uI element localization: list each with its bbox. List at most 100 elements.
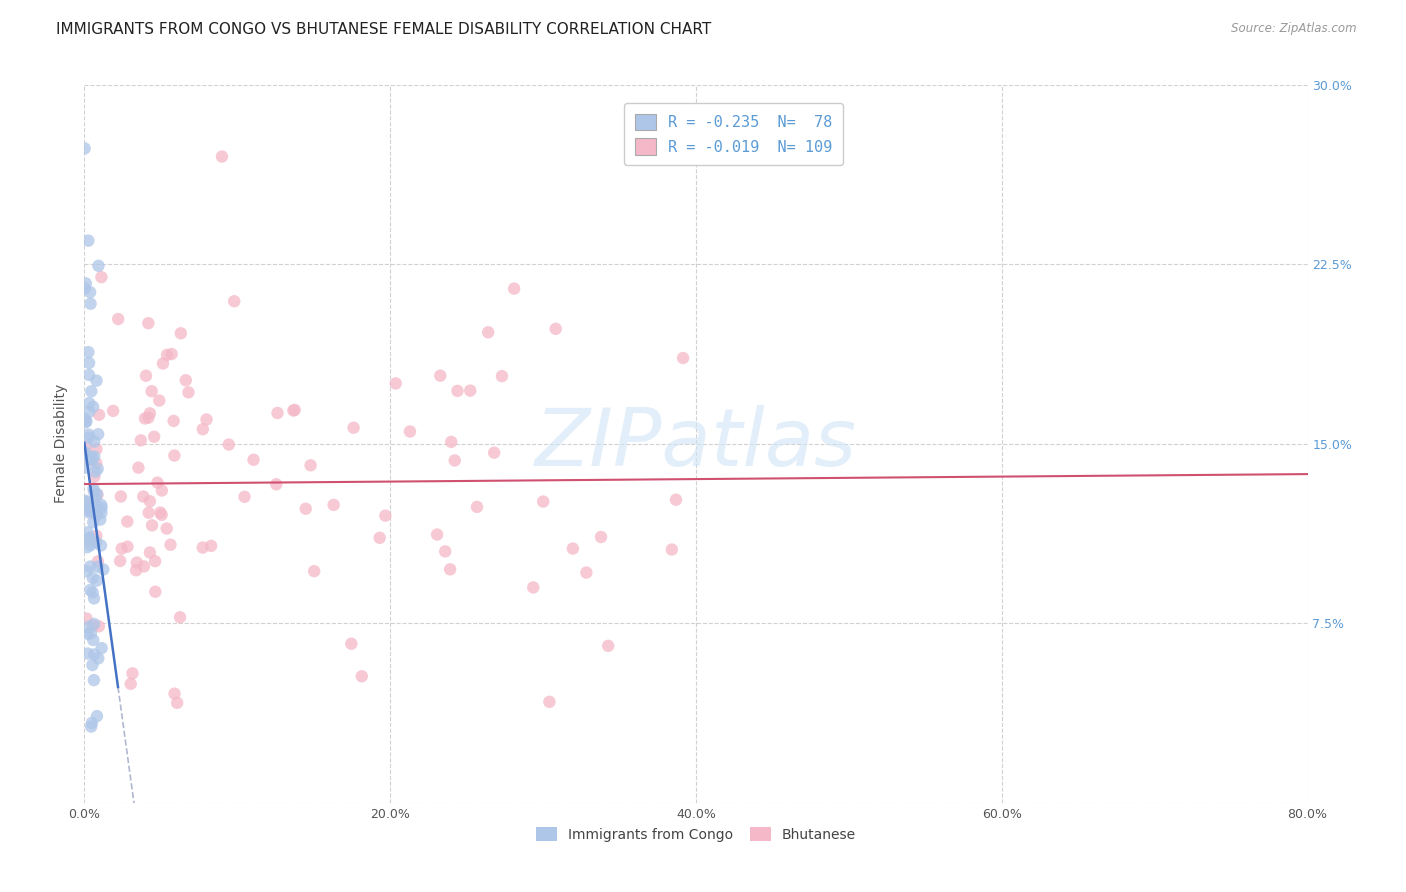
Point (75, 439, 97, 453)
Point (439, 562, 461, 576)
Point (544, 322, 567, 336)
Point (76, 611, 98, 625)
Point (266, 477, 288, 491)
Point (177, 385, 200, 400)
Point (159, 538, 181, 552)
Point (169, 610, 191, 624)
Point (139, 494, 162, 508)
Point (75, 415, 97, 429)
Point (87, 427, 110, 442)
Point (111, 541, 134, 556)
Point (163, 449, 186, 463)
Point (242, 452, 264, 467)
Point (465, 500, 488, 514)
Point (75, 493, 97, 508)
Point (342, 421, 364, 435)
Point (80, 450, 103, 464)
Point (79, 452, 101, 467)
Point (108, 554, 131, 568)
Point (77, 431, 100, 445)
Point (150, 508, 173, 522)
Point (76, 627, 98, 641)
Point (75, 412, 97, 426)
Point (87, 259, 110, 273)
Point (83, 617, 105, 632)
Point (101, 404, 124, 418)
Point (531, 494, 554, 508)
Point (661, 542, 683, 557)
Point (73, 460, 96, 475)
Point (224, 294, 246, 309)
Point (200, 539, 222, 553)
Point (79, 559, 101, 574)
Point (191, 541, 214, 555)
Point (79, 538, 101, 552)
Point (148, 393, 170, 408)
Point (152, 357, 174, 371)
Point (77, 234, 100, 248)
Point (83, 673, 105, 687)
Point (82, 516, 104, 530)
Point (90, 506, 112, 520)
Point (90, 538, 112, 552)
Point (77, 368, 100, 382)
Point (87, 619, 110, 633)
Point (86, 709, 108, 723)
Point (79, 504, 101, 518)
Point (129, 434, 152, 448)
Point (82, 400, 104, 414)
Point (350, 669, 373, 683)
Point (477, 326, 499, 340)
Point (77, 620, 100, 634)
Point (90, 641, 112, 656)
Text: IMMIGRANTS FROM CONGO VS BHUTANESE FEMALE DISABILITY CORRELATION CHART: IMMIGRANTS FROM CONGO VS BHUTANESE FEMAL… (56, 22, 711, 37)
Point (132, 559, 155, 574)
Point (283, 403, 305, 417)
Point (80, 626, 103, 640)
Point (233, 490, 256, 504)
Point (83, 591, 105, 606)
Point (82, 585, 104, 599)
Point (79, 531, 101, 545)
Point (80, 720, 103, 734)
Point (80, 533, 103, 548)
Point (82, 658, 104, 673)
Point (89, 513, 111, 527)
Point (294, 501, 316, 516)
Point (446, 384, 468, 398)
Point (322, 498, 344, 512)
Point (91, 562, 114, 576)
Point (127, 460, 149, 475)
Point (482, 446, 505, 460)
Point (87, 651, 110, 665)
Point (86, 487, 108, 501)
Point (76, 540, 98, 554)
Point (440, 434, 463, 449)
Point (87, 408, 110, 422)
Point (589, 530, 612, 544)
Point (160, 347, 183, 361)
Point (82, 452, 104, 467)
Point (340, 637, 363, 651)
Point (561, 541, 583, 556)
Point (136, 410, 159, 425)
Point (156, 348, 179, 362)
Point (83, 484, 105, 499)
Point (84, 456, 107, 470)
Point (143, 430, 166, 444)
Point (374, 508, 396, 523)
Point (77, 345, 100, 359)
Point (83, 434, 105, 449)
Point (75, 448, 97, 462)
Point (82, 633, 104, 648)
Point (665, 492, 688, 507)
Point (86, 488, 108, 502)
Point (284, 402, 307, 417)
Point (73, 281, 96, 295)
Point (79, 582, 101, 597)
Point (107, 312, 129, 326)
Point (73, 444, 96, 458)
Point (120, 677, 142, 691)
Point (77, 396, 100, 410)
Point (82, 619, 104, 633)
